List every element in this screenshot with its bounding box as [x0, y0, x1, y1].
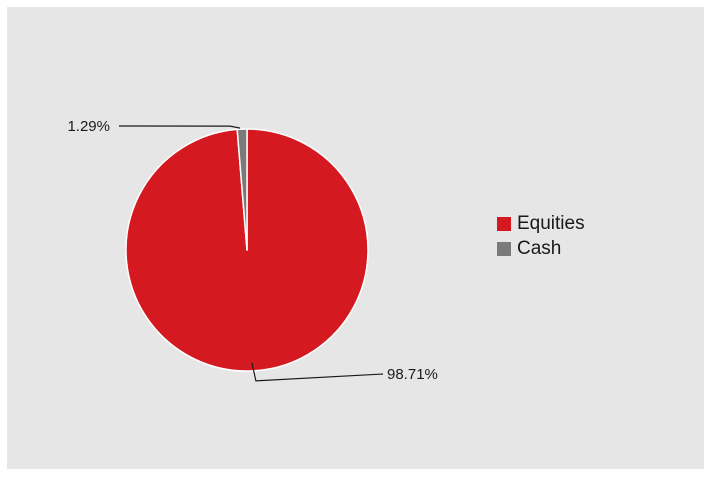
legend-label-equities: Equities: [517, 212, 585, 234]
chart-legend: Equities Cash: [497, 211, 585, 261]
data-label-equities: 98.71%: [387, 366, 438, 383]
pie-slice-cash: [236, 128, 248, 251]
pie-slices: [125, 128, 369, 372]
legend-item-cash: Cash: [497, 236, 585, 261]
pie-data-labels: 1.29% 98.71%: [67, 118, 437, 383]
legend-swatch-cash: [497, 241, 511, 256]
legend-swatch-equities: [497, 216, 511, 231]
legend-label-cash: Cash: [517, 237, 562, 259]
data-label-cash: 1.29%: [67, 118, 110, 135]
leader-line-cash: [118, 125, 241, 129]
leader-line-equities: [251, 362, 384, 382]
legend-item-equities: Equities: [497, 211, 585, 236]
